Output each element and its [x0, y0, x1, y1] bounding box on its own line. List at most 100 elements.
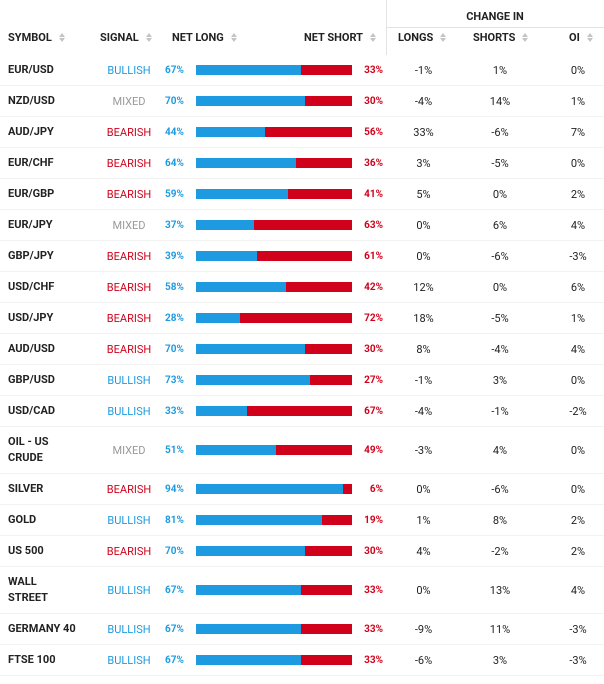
table-row: FRANCE 40BULLISH68%32%-6%16%-3%	[0, 676, 604, 684]
longs-change: 3%	[416, 156, 431, 170]
symbol: USD/JPY	[8, 311, 54, 324]
longs-change: 12%	[413, 280, 434, 294]
shorts-change: 1%	[492, 63, 508, 77]
sort-icon[interactable]	[369, 33, 376, 42]
column-label: NET SHORT	[304, 31, 363, 44]
ratio-bar	[196, 220, 352, 230]
oi-change: 0%	[570, 482, 586, 496]
table-row: USD/JPY BEARISH 28% 72% 18% -5% 1%	[0, 303, 604, 334]
oi-change: 0%	[570, 63, 586, 77]
long-bar	[196, 251, 257, 261]
shorts-change: 0%	[492, 280, 508, 294]
ratio-bar	[196, 96, 352, 106]
signal: BEARISH	[106, 156, 152, 170]
net-short-pct: 30%	[364, 343, 383, 355]
table-row: WALL STREET BULLISH 67% 33% 0% 13% 4%	[0, 567, 604, 614]
oi-change: 4%	[570, 342, 586, 356]
short-bar	[275, 445, 352, 455]
long-bar	[196, 313, 240, 323]
table-header: CHANGE IN SYMBOL SIGNAL NET LONG NET SHORT L…	[0, 0, 604, 55]
column-header[interactable]: OI	[569, 32, 593, 44]
long-bar	[196, 484, 343, 494]
sort-icon[interactable]	[586, 33, 593, 42]
sort-icon[interactable]	[230, 33, 237, 42]
shorts-change: -4%	[491, 342, 509, 356]
table-row: FTSE 100 BULLISH 67% 33% -6% 3% -3%	[0, 645, 604, 676]
ratio-bar	[196, 127, 352, 137]
net-long-pct: 94%	[165, 483, 184, 495]
ratio-bar	[196, 251, 352, 261]
symbol: GBP/JPY	[8, 249, 54, 262]
signal: BEARISH	[106, 249, 152, 263]
column-header[interactable]: SHORTS	[473, 32, 529, 44]
shorts-change: -6%	[491, 125, 509, 139]
sort-icon[interactable]	[58, 33, 65, 42]
shorts-change: 0%	[492, 187, 508, 201]
shorts-change: -1%	[491, 404, 509, 418]
table-row: US 500 BEARISH 70% 30% 4% -2% 2%	[0, 536, 604, 567]
net-long-pct: 70%	[165, 545, 184, 557]
column-header[interactable]: LONGS	[398, 32, 447, 44]
net-long-pct: 51%	[165, 444, 184, 456]
oi-change: -3%	[569, 622, 587, 636]
net-long-pct: 64%	[165, 157, 184, 169]
symbol: GOLD	[8, 513, 37, 526]
oi-change: -2%	[569, 404, 587, 418]
divider	[386, 27, 604, 28]
net-short-pct: 33%	[364, 623, 383, 635]
table-row: OIL - US CRUDE MIXED 51% 49% -3% 4% 0%	[0, 427, 604, 474]
net-long-pct: 67%	[165, 623, 184, 635]
net-long-pct: 37%	[165, 219, 184, 231]
net-long-pct: 70%	[165, 343, 184, 355]
signal: MIXED	[112, 94, 146, 108]
symbol: EUR/CHF	[8, 156, 54, 169]
symbol: OIL - US CRUDE	[8, 435, 49, 464]
short-bar	[305, 96, 352, 106]
column-label: NET LONG	[172, 31, 224, 44]
table-row: GERMANY 40 BULLISH 67% 33% -9% 11% -3%	[0, 614, 604, 645]
oi-change: 2%	[570, 513, 586, 527]
short-bar	[264, 127, 352, 137]
table-row: AUD/JPY BEARISH 44% 56% 33% -6% 7%	[0, 117, 604, 148]
sort-icon[interactable]	[440, 33, 447, 42]
column-header[interactable]: NET SHORT	[304, 32, 376, 44]
table-row: SILVER BEARISH 94% 6% 0% -6% 0%	[0, 474, 604, 505]
long-bar	[196, 375, 310, 385]
net-short-pct: 67%	[364, 405, 383, 417]
net-short-pct: 56%	[364, 126, 383, 138]
oi-change: 6%	[570, 280, 586, 294]
short-bar	[239, 313, 352, 323]
column-label: SIGNAL	[100, 31, 139, 44]
column-header[interactable]: NET LONG	[172, 32, 237, 44]
column-header[interactable]: SIGNAL	[100, 32, 152, 44]
ratio-bar	[196, 189, 352, 199]
shorts-change: -5%	[491, 311, 509, 325]
table-body: EUR/USD BULLISH 67% 33% -1% 1% 0% NZD/USD MIXED 7…	[0, 55, 604, 684]
shorts-change: 13%	[489, 583, 511, 597]
longs-change: -9%	[414, 622, 433, 636]
column-header[interactable]: SYMBOL	[8, 32, 65, 44]
sort-icon[interactable]	[145, 33, 152, 42]
signal: BULLISH	[107, 63, 151, 77]
signal: BEARISH	[106, 311, 152, 325]
signal: BULLISH	[107, 373, 151, 387]
short-bar	[322, 515, 352, 525]
longs-change: 5%	[416, 187, 431, 201]
longs-change: -1%	[414, 373, 433, 387]
net-short-pct: 36%	[364, 157, 383, 169]
long-bar	[196, 344, 306, 354]
shorts-change: -2%	[491, 544, 509, 558]
table-row: NZD/USD MIXED 70% 30% -4% 14% 1%	[0, 86, 604, 117]
net-long-pct: 58%	[165, 281, 184, 293]
symbol: GERMANY 40	[8, 622, 76, 635]
ratio-bar	[196, 585, 352, 595]
net-long-pct: 67%	[165, 64, 184, 76]
sort-icon[interactable]	[522, 33, 529, 42]
symbol: USD/CAD	[8, 404, 55, 417]
symbol: US 500	[8, 544, 44, 557]
longs-change: 0%	[416, 218, 431, 232]
ratio-bar	[196, 655, 352, 665]
short-bar	[300, 624, 352, 634]
symbol: EUR/GBP	[8, 187, 55, 200]
